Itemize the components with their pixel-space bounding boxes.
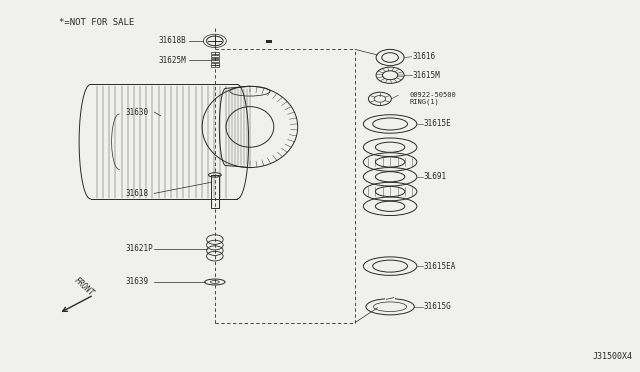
Ellipse shape: [376, 186, 405, 197]
Bar: [211, 65, 220, 67]
Circle shape: [382, 53, 398, 62]
Text: 31618: 31618: [125, 189, 148, 198]
Text: *=NOT FOR SALE: *=NOT FOR SALE: [59, 18, 134, 27]
Text: RING(1): RING(1): [409, 99, 439, 105]
Text: 31618B: 31618B: [159, 36, 186, 45]
Ellipse shape: [372, 260, 408, 272]
Bar: [211, 62, 220, 64]
Bar: [266, 40, 271, 43]
Bar: [211, 52, 220, 54]
Text: 31639: 31639: [125, 278, 148, 286]
Ellipse shape: [374, 302, 406, 311]
Text: 31621P: 31621P: [125, 244, 154, 253]
Bar: [211, 55, 220, 57]
Circle shape: [383, 71, 397, 80]
Text: 00922-50500: 00922-50500: [409, 92, 456, 98]
Text: FRONT: FRONT: [72, 275, 96, 298]
Text: 31615EA: 31615EA: [423, 262, 456, 270]
Bar: [211, 58, 220, 60]
Ellipse shape: [376, 172, 405, 182]
Text: 31630: 31630: [125, 108, 148, 117]
Ellipse shape: [376, 142, 405, 152]
Bar: [211, 175, 219, 208]
Ellipse shape: [376, 157, 405, 167]
Text: 31615E: 31615E: [423, 119, 451, 128]
Ellipse shape: [376, 201, 405, 211]
Bar: [211, 60, 220, 62]
Text: 31615G: 31615G: [423, 302, 451, 311]
Text: J31500X4: J31500X4: [592, 352, 632, 361]
Text: 31616: 31616: [412, 52, 436, 61]
Text: 31625M: 31625M: [159, 56, 186, 65]
Text: 3L691: 3L691: [423, 172, 446, 181]
Text: 31615M: 31615M: [412, 71, 440, 80]
Ellipse shape: [372, 118, 408, 130]
